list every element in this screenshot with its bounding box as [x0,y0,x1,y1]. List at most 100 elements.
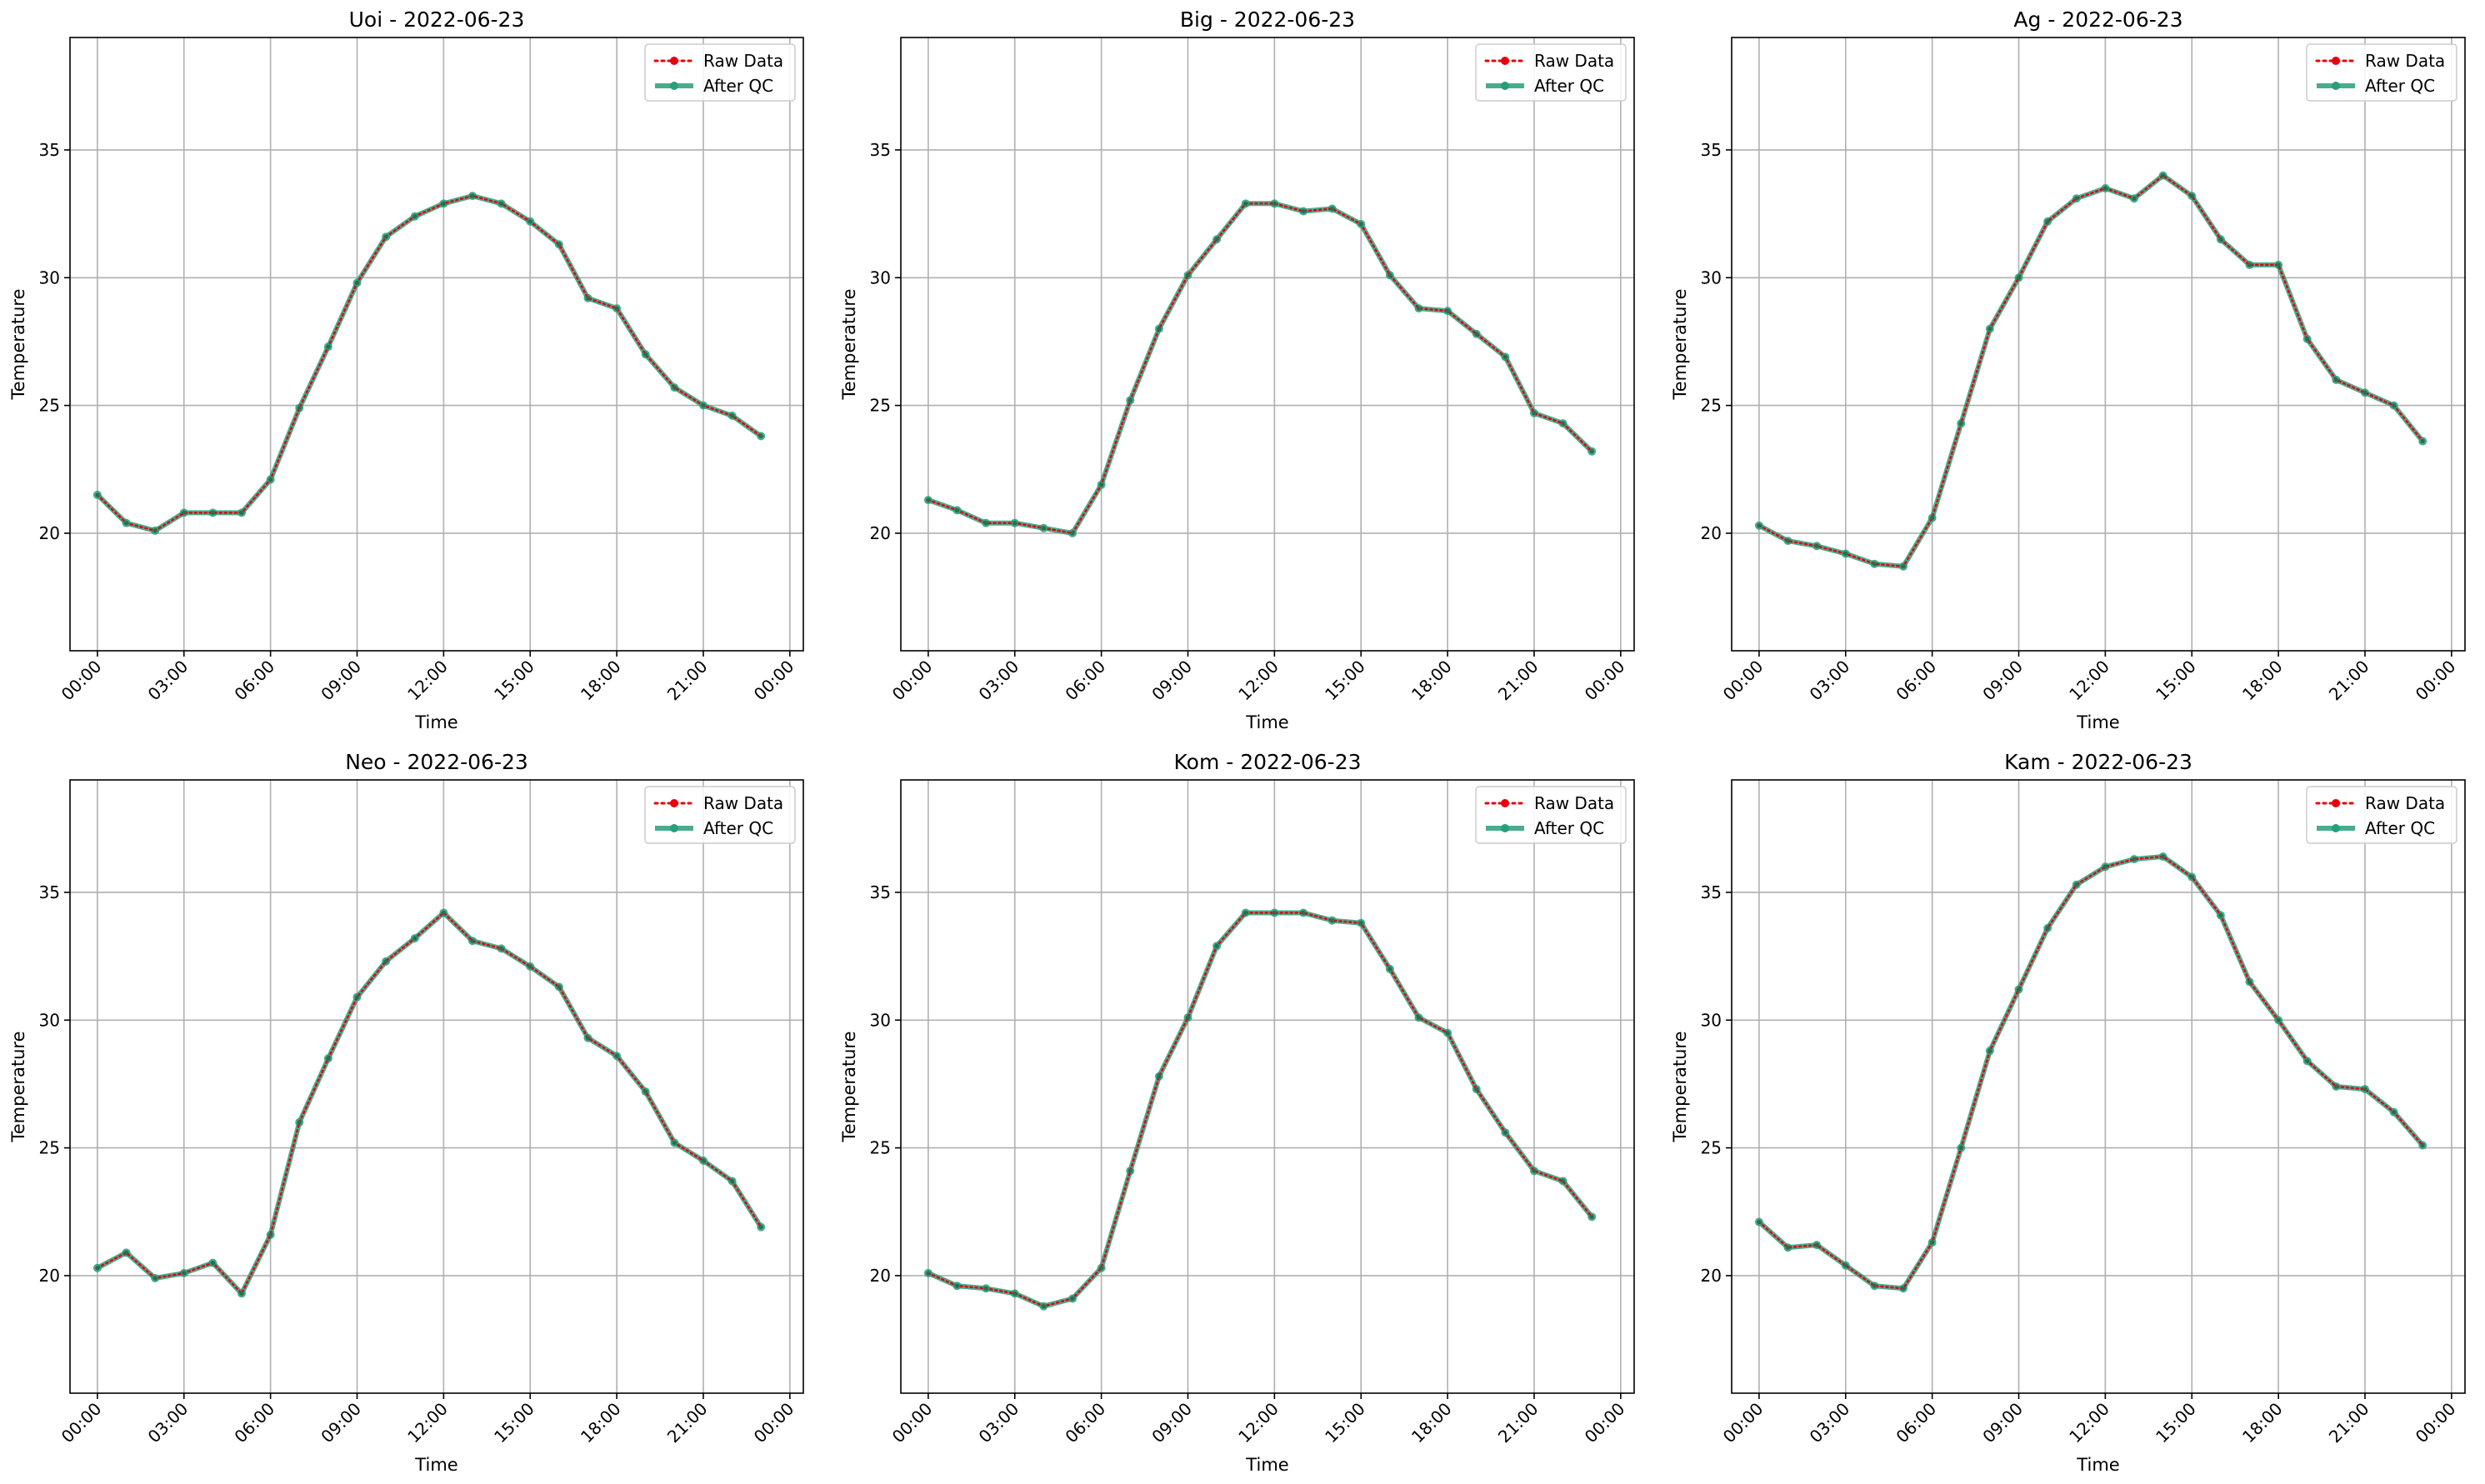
point-raw-data [2016,275,2022,280]
point-raw-data [2102,864,2108,869]
point-raw-data [95,1266,100,1271]
y-tick-label: 25 [1701,1138,1722,1158]
subplot-title: Ag - 2022-06-23 [2013,7,2182,32]
point-raw-data [557,984,562,989]
point-raw-data [2161,173,2166,178]
x-tick-label: 21:00 [2325,1399,2373,1447]
legend-marker-raw-data [1501,799,1509,807]
point-raw-data [729,1178,735,1184]
x-tick-label: 03:00 [1806,657,1854,705]
y-axis-label: Temperature [8,288,28,400]
point-raw-data [441,201,446,206]
series-line-raw-data [1758,174,2424,568]
point-raw-data [954,507,960,512]
series-line-after-qc [1758,172,2425,569]
point-raw-data [1185,1015,1191,1020]
x-tick-label: 09:00 [1978,657,2027,705]
x-tick-label: 15:00 [2152,657,2200,705]
point-raw-data [2189,874,2194,880]
point-raw-data [1416,306,1422,311]
point-raw-data [585,296,591,301]
x-tick-label: 21:00 [2325,657,2373,705]
point-raw-data [926,1271,931,1276]
point-raw-data [1358,222,1363,227]
y-tick-label: 20 [1701,523,1722,543]
point-raw-data [2189,193,2194,198]
point-raw-data [1301,208,1306,214]
y-tick-label: 25 [1701,396,1722,416]
point-raw-data [441,910,446,916]
legend-label-raw-data: Raw Data [2365,793,2445,813]
point-raw-data [2362,390,2368,395]
legend-marker-raw-data [2332,57,2340,65]
point-raw-data [1814,1242,1819,1247]
point-raw-data [1099,482,1104,487]
point-raw-data [1901,564,1906,569]
point-raw-data [1214,943,1219,948]
point-raw-data [1157,327,1162,332]
y-axis-label: Temperature [1670,1031,1690,1142]
point-raw-data [1157,1074,1162,1079]
legend: Raw Data After QC [2306,43,2458,102]
y-tick-label: 30 [870,267,891,287]
subplot-uoi: 00:00 03:00 06:00 09:00 12:00 15:00 18:00 21:00… [8,7,804,732]
x-tick-label: 00:00 [58,1399,106,1447]
point-raw-data [926,497,931,502]
legend-marker-raw-data [2332,799,2340,807]
x-tick-label: 03:00 [144,1399,192,1447]
x-tick-label: 06:00 [1061,1399,1109,1447]
point-raw-data [983,1286,988,1291]
x-tick-label: 09:00 [317,657,365,705]
point-raw-data [326,344,331,349]
point-raw-data [2420,438,2425,444]
x-tick-label: 00:00 [750,1399,798,1447]
point-raw-data [1843,551,1848,557]
y-axis-label: Temperature [839,288,859,400]
point-raw-data [1416,1015,1422,1020]
point-raw-data [239,1291,244,1296]
point-raw-data [2045,219,2050,224]
point-raw-data [1243,910,1248,916]
x-tick-label: 18:00 [577,1399,625,1447]
series-line-raw-data [927,912,1593,1308]
axes-frame [1731,37,2466,652]
point-raw-data [268,477,273,482]
point-raw-data [614,306,619,311]
series-line-after-qc [1757,854,2425,1292]
series-line-raw-data [1758,855,2424,1290]
point-raw-data [1272,910,1277,916]
y-tick-label: 35 [870,140,891,160]
point-raw-data [326,1056,331,1061]
point-raw-data [1958,1146,1963,1151]
point-raw-data [1785,1245,1791,1250]
legend-marker-after-qc [2332,824,2340,832]
y-tick-label: 35 [1701,882,1722,902]
legend-label-raw-data: Raw Data [703,793,783,813]
point-raw-data [1474,332,1479,337]
x-tick-label: 00:00 [1719,1399,1768,1447]
subplot-neo: 00:00 03:00 06:00 09:00 12:00 15:00 18:00 21:00… [8,750,804,1475]
point-raw-data [470,938,475,943]
y-tick-label: 30 [1701,1010,1722,1030]
point-raw-data [297,406,302,411]
subplot-ag: 00:00 03:00 06:00 09:00 12:00 15:00 18:00 21:00… [1670,7,2466,732]
point-raw-data [1070,1296,1075,1302]
series-line-after-qc [96,910,763,1297]
point-raw-data [2305,1058,2310,1063]
legend-marker-after-qc [1501,82,1509,90]
x-tick-label: 18:00 [577,657,625,705]
legend: Raw Data After QC [2306,786,2458,844]
point-raw-data [239,510,244,516]
y-tick-label: 20 [1701,1266,1722,1286]
x-tick-label: 12:00 [2065,1399,2113,1447]
legend-label-raw-data: Raw Data [1534,51,1614,71]
point-raw-data [557,242,562,247]
legend-marker-raw-data [670,799,678,807]
legend-marker-after-qc [670,82,678,90]
point-raw-data [954,1283,960,1288]
y-tick-label: 25 [870,396,891,416]
point-raw-data [1843,1263,1848,1268]
subplot-kom: 00:00 03:00 06:00 09:00 12:00 15:00 18:00 21:00… [839,750,1635,1475]
series-line-raw-data [927,202,1593,535]
x-tick-label: 18:00 [2238,1399,2287,1447]
